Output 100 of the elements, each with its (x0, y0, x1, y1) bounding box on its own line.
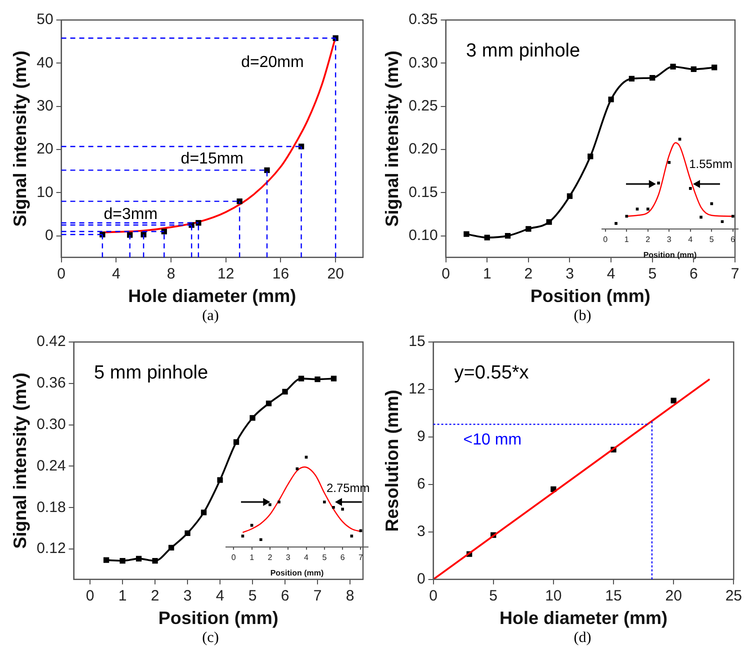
y-tick-label: 0.12 (36, 540, 66, 558)
x-tick-label: 4 (112, 266, 120, 283)
x-axis-title: Position (mm) (530, 286, 650, 306)
x-tick-label: 4 (688, 234, 694, 244)
point (168, 544, 174, 550)
x-tick-label: 0 (442, 266, 450, 283)
x-tick-label: 2 (646, 234, 651, 244)
point (250, 415, 256, 421)
x-tick-label: 8 (346, 588, 354, 605)
x-tick-label: 12 (218, 266, 234, 283)
point (120, 558, 126, 564)
y-tick-label: 0.20 (408, 140, 438, 158)
point (650, 75, 656, 81)
x-tick-label: 20 (665, 588, 682, 605)
point (608, 96, 614, 102)
point (690, 66, 697, 72)
x-axis-title: Hole diameter (mm) (499, 608, 668, 628)
x-tick-label: 4 (216, 588, 224, 605)
point (688, 187, 692, 190)
point (233, 439, 240, 445)
point (217, 477, 223, 483)
y-tick-label: 0.25 (408, 97, 438, 114)
y-tick-label: 40 (36, 54, 54, 72)
point (323, 500, 326, 504)
y-tick-label: 0.18 (36, 498, 66, 516)
ref-line-label: <10 mm (463, 432, 522, 449)
y-axis-title: Signal intensity (mv) (10, 50, 30, 227)
x-tick-label: 16 (272, 266, 290, 283)
y-tick-label: 9 (416, 428, 426, 446)
y-tick-label: 0.15 (408, 184, 438, 201)
point (546, 219, 552, 225)
x-tick-label: 1 (118, 588, 127, 605)
x-tick-label: 5 (322, 552, 328, 562)
point (710, 202, 714, 206)
x-tick-label: 6 (340, 552, 346, 562)
point (161, 228, 167, 234)
point (670, 398, 676, 404)
x-tick-label: 0 (603, 234, 608, 244)
point (241, 534, 244, 538)
annotation: 1.55mm (689, 157, 732, 172)
point (712, 64, 718, 70)
point (636, 208, 639, 210)
point (625, 214, 628, 218)
point (184, 530, 190, 536)
y-tick-label: 0.24 (36, 457, 66, 474)
x-tick-label: 0 (86, 588, 94, 605)
point (668, 161, 671, 164)
x-tick-label: 3 (286, 552, 291, 562)
y-tick-label: 50 (36, 11, 54, 28)
y-tick-label: 10 (36, 184, 54, 201)
x-tick-label: 7 (358, 552, 364, 562)
y-tick-label: 30 (36, 97, 54, 114)
x-tick-label: 1 (482, 266, 492, 283)
point (264, 167, 270, 174)
point (152, 558, 158, 564)
point (268, 503, 272, 506)
text: 5 mm pinhole (94, 362, 208, 384)
x-tick-label: 6 (280, 588, 290, 605)
point (332, 506, 335, 509)
annotation: d=20mm (241, 54, 304, 72)
point (731, 214, 734, 218)
x-tick-label: 5 (709, 234, 714, 244)
y-tick-label: 6 (416, 476, 426, 493)
point (614, 222, 618, 225)
x-tick-label: 5 (248, 588, 257, 605)
x-tick-label: 10 (545, 588, 562, 605)
point (298, 376, 304, 382)
point (566, 193, 573, 199)
y-axis-title: Resolution (mm) (382, 390, 402, 532)
x-tick-label: 7 (730, 266, 740, 283)
point (350, 534, 354, 538)
y-tick-label: 3 (416, 523, 426, 540)
point (657, 182, 660, 185)
text: (d) (572, 630, 592, 647)
y-tick-label: 15 (408, 333, 426, 350)
annotation: d=15mm (180, 150, 244, 168)
x-tick-label: 3 (183, 588, 192, 605)
y-tick-label: 0.35 (408, 11, 438, 28)
point (314, 376, 320, 382)
point (670, 64, 676, 70)
point (484, 234, 490, 240)
x-tick-label: 20 (327, 266, 344, 283)
text: 3 mm pinhole (466, 40, 580, 62)
point (646, 208, 650, 210)
x-tick-label: 7 (313, 588, 322, 605)
x-tick-label: 1 (250, 552, 255, 562)
x-axis-title: Hole diameter (mm) (128, 286, 296, 306)
x-tick-label: 4 (304, 552, 310, 562)
x-tick-label: 6 (690, 266, 698, 283)
point (341, 508, 344, 511)
x-tick-label: 2 (268, 552, 273, 562)
point (127, 232, 133, 238)
point (282, 388, 288, 395)
x-tick-label: 3 (666, 234, 672, 244)
text: (b) (572, 308, 592, 325)
point (266, 400, 272, 406)
x-tick-label: 0 (231, 552, 236, 562)
annotation: d=3mm (104, 206, 158, 224)
x-tick-label: 3 (566, 266, 574, 283)
y-axis-title: Signal intensity (mv) (10, 372, 30, 549)
